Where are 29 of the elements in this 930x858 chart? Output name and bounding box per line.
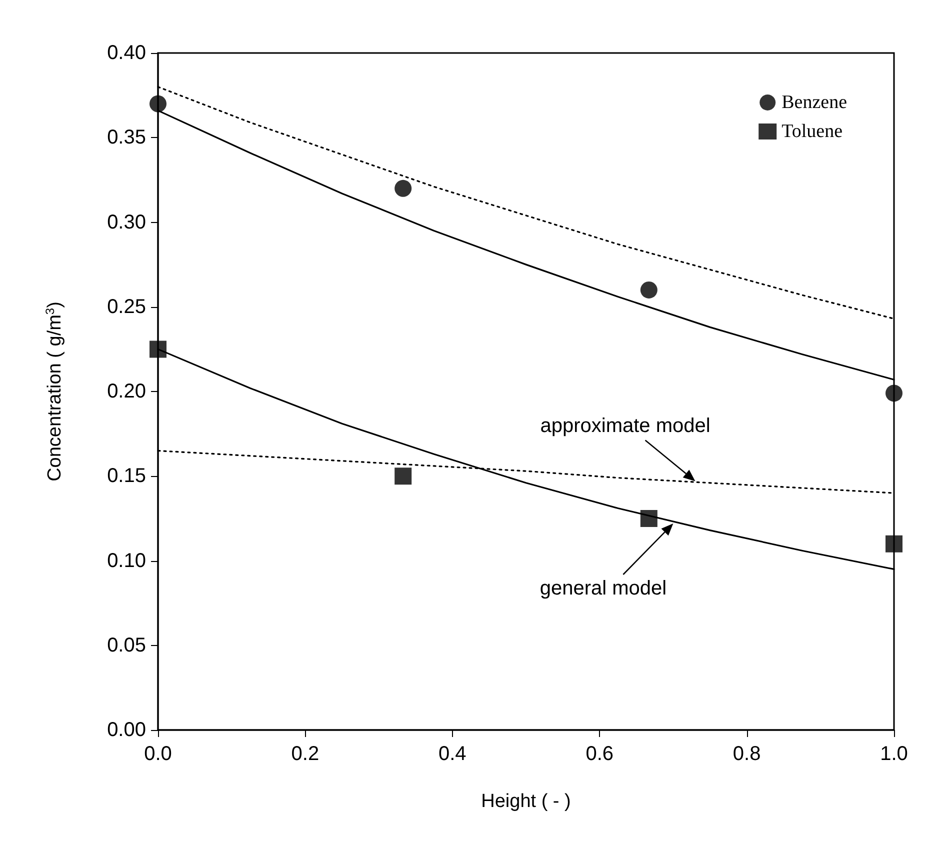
- point: [394, 180, 412, 197]
- point: [640, 510, 658, 527]
- x-tick-label: 0.8: [732, 743, 761, 765]
- y-tick-label: 0.20: [107, 380, 146, 402]
- y-tick-label: 0.35: [107, 126, 146, 149]
- x-tick-label: 0.6: [586, 743, 614, 765]
- point: [640, 281, 658, 298]
- y-axis-title: Concentration ( g/m3): [43, 302, 66, 482]
- point: [394, 468, 412, 485]
- y-tick-label: 0.15: [107, 465, 146, 488]
- point: [886, 535, 902, 552]
- annotation: approximate model: [540, 415, 710, 438]
- legend-label: Toluene: [782, 121, 843, 142]
- y-tick-label: 0.25: [107, 296, 146, 318]
- point: [150, 340, 166, 358]
- x-tick-label: 1.0: [880, 743, 908, 765]
- annotation: general model: [540, 578, 667, 600]
- legend-label: Benzene: [782, 92, 847, 113]
- x-tick-label: 0.4: [438, 743, 466, 765]
- y-tick-label: 0.10: [107, 550, 146, 572]
- point: [886, 384, 902, 402]
- x-tick-label: 0.0: [144, 743, 172, 765]
- y-tick-label: 0.30: [107, 211, 146, 234]
- y-tick-label: 0.40: [107, 42, 146, 64]
- x-tick-label: 0.2: [291, 743, 320, 765]
- y-tick-label: 0.00: [107, 719, 146, 741]
- y-tick-label: 0.05: [107, 634, 146, 656]
- x-axis-title: Height ( - ): [481, 791, 571, 812]
- point: [150, 95, 166, 112]
